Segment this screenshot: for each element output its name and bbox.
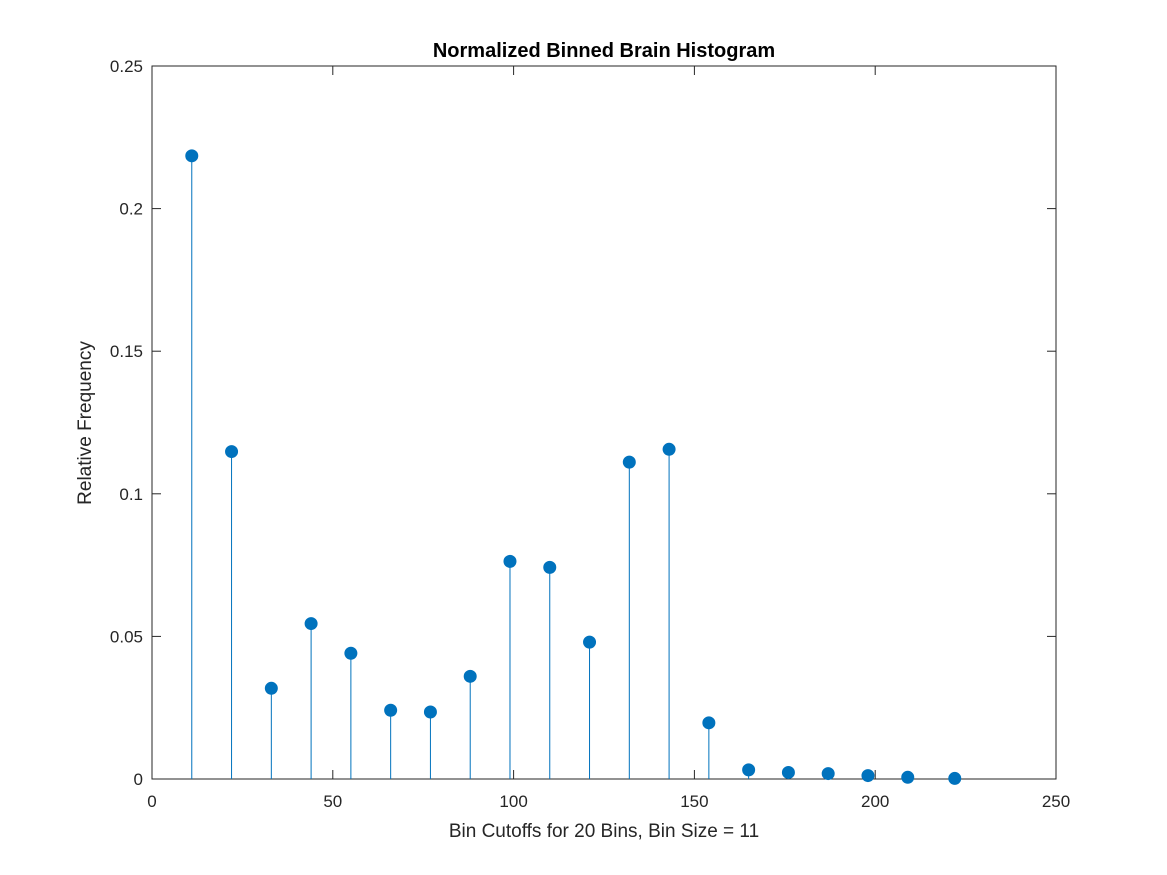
chart-title: Normalized Binned Brain Histogram bbox=[433, 40, 775, 62]
y-tick-label: 0.2 bbox=[119, 200, 143, 219]
stem-marker bbox=[543, 560, 557, 574]
x-tick-label: 100 bbox=[499, 792, 527, 811]
x-tick-label: 0 bbox=[147, 792, 156, 811]
stem-marker bbox=[901, 770, 915, 784]
y-tick-label: 0.05 bbox=[110, 627, 143, 646]
x-tick-label: 150 bbox=[680, 792, 708, 811]
y-tick-label: 0 bbox=[134, 770, 143, 789]
y-tick-label: 0.1 bbox=[119, 485, 143, 504]
stem-marker bbox=[742, 763, 756, 777]
stem-marker bbox=[463, 669, 477, 683]
stem-marker bbox=[702, 716, 716, 730]
stem-marker bbox=[304, 617, 318, 631]
stem-marker bbox=[344, 646, 358, 660]
y-axis-label: Relative Frequency bbox=[75, 341, 96, 505]
stem-marker bbox=[861, 769, 875, 783]
stem-marker bbox=[781, 765, 795, 779]
axes-box bbox=[151, 65, 1057, 780]
stem-marker bbox=[622, 455, 636, 469]
y-tick-label: 0.25 bbox=[110, 57, 143, 76]
stem-marker bbox=[948, 771, 962, 785]
stem-marker bbox=[583, 635, 597, 649]
stem-marker bbox=[662, 442, 676, 456]
stem-marker bbox=[225, 445, 239, 459]
stem-marker bbox=[821, 767, 835, 781]
plot-area: 0 50 100 150 200 250 0 0.05 0.1 0.15 0.2 0.25 bbox=[110, 57, 1070, 811]
stem-marker bbox=[423, 705, 437, 719]
x-tick-label: 50 bbox=[323, 792, 342, 811]
x-tick-label: 250 bbox=[1042, 792, 1070, 811]
x-axis-label: Bin Cutoffs for 20 Bins, Bin Size = 11 bbox=[449, 821, 759, 842]
x-tick-label: 200 bbox=[861, 792, 889, 811]
stem-marker bbox=[264, 681, 278, 695]
y-tick-label: 0.15 bbox=[110, 342, 143, 361]
stem-marker bbox=[185, 149, 199, 163]
stem-marker bbox=[503, 554, 517, 568]
stem-marker bbox=[384, 703, 398, 717]
